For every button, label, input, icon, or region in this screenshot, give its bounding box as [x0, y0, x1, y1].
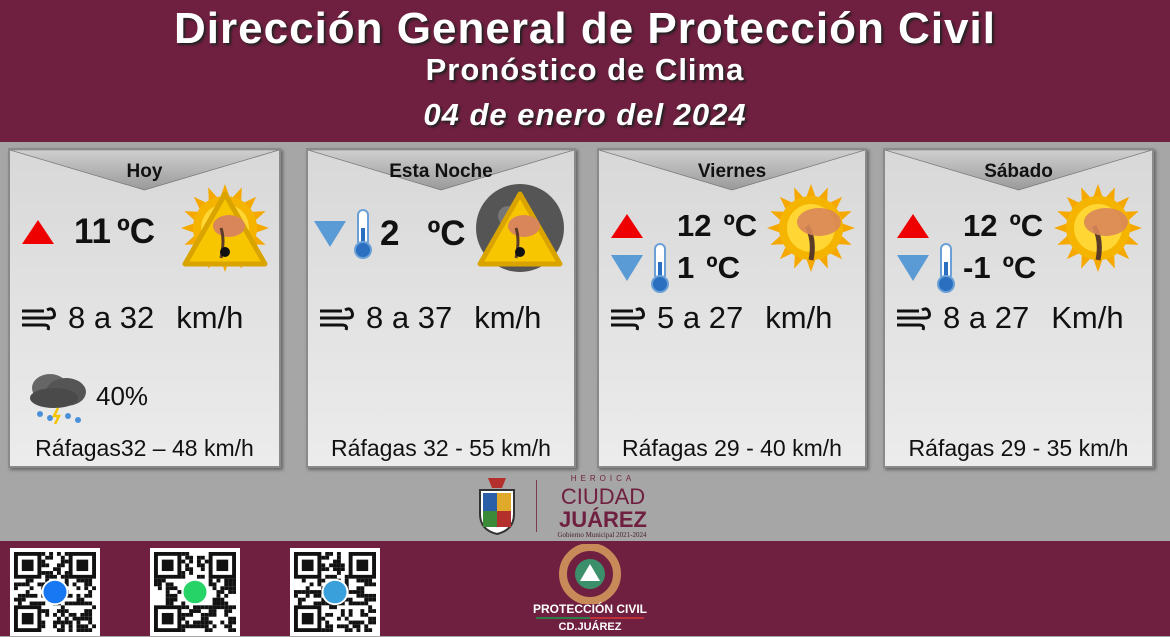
city-logo-heroica: HEROICA [570, 474, 636, 483]
proteccion-civil-label: PROTECCIÓN CIVIL [532, 602, 647, 616]
city-logo-gobierno: Gobierno Municipal 2021-2024 [557, 531, 647, 539]
sun-wind-tree-icon [1054, 184, 1142, 272]
thermometer-icon [937, 243, 955, 293]
header-chevron [599, 150, 865, 191]
temp-unit: ºC [723, 208, 758, 243]
wind-gusts: Ráfagas 32 - 55 km/h [331, 435, 551, 461]
proteccion-civil-emblem-icon [559, 544, 621, 604]
high-value: 12 [677, 208, 712, 243]
qr-code-telegram[interactable] [290, 548, 380, 636]
coat-of-arms-icon [479, 478, 515, 536]
wind-range: 8 a 37 [366, 300, 453, 335]
qr-pattern [294, 552, 376, 632]
city-logo-ciudad: CIUDAD [560, 484, 646, 509]
temp-unit: ºC [1009, 208, 1044, 243]
header-chevron [308, 150, 574, 191]
qr-code-facebook[interactable] [10, 548, 100, 636]
high-arrow-icon [611, 214, 643, 238]
low-temperature: 2 ºC [314, 208, 466, 260]
wind-unit: km/h [765, 300, 833, 335]
header-chevron [885, 150, 1152, 191]
city-logo: HEROICA CIUDAD JUÁREZ Gobierno Municipal… [474, 474, 664, 540]
qr-pattern [154, 552, 236, 632]
high-value: 11 [74, 212, 111, 251]
wind-speed: 8 a 32 km/h [20, 300, 243, 336]
temp-unit: ºC [706, 250, 740, 285]
rain-chance: 40% [24, 368, 148, 424]
sun-wind-warning-icon [181, 184, 269, 272]
forecast-card-0: Hoy 11 ºC 8 a 32 km/h 40% Ráfagas32 – 48 k… [8, 148, 281, 468]
forecast-date: 04 de enero del 2024 [423, 97, 747, 132]
low-arrow-icon [611, 255, 643, 281]
wind-gusts: Ráfagas32 – 48 km/h [35, 435, 254, 461]
wind-icon [611, 307, 645, 331]
city-logo-juarez: JUÁREZ [558, 507, 647, 532]
moon-wind-warning-icon [476, 184, 564, 272]
forecast-card-1: Esta Noche 2 ºC 8 a 37 km/h Ráfagas 32 - 5… [306, 148, 576, 468]
forecast-card-3: Sábado 12 ºC -1 ºC 8 a 27 Km/h Ráfagas 29 - … [883, 148, 1154, 468]
cd-juarez-label: CD.JUÁREZ [558, 621, 622, 633]
card-title: Hoy [126, 161, 163, 182]
storm-cloud-icon [30, 374, 86, 424]
wind-unit: km/h [474, 300, 542, 335]
high-temperature: 12 ºC [611, 208, 757, 244]
card-title: Sábado [984, 161, 1053, 182]
forecast-card-2: Viernes 12 ºC 1 ºC 5 a 27 km/h Ráfagas 29 - … [597, 148, 867, 468]
high-arrow-icon [22, 220, 54, 244]
wind-unit: km/h [176, 300, 244, 335]
whatsapp-icon [181, 578, 209, 606]
wind-speed: 8 a 37 km/h [318, 300, 541, 336]
wind-gusts: Ráfagas 29 - 40 km/h [622, 435, 842, 461]
card-title: Viernes [697, 161, 767, 182]
rain-percent: 40% [96, 380, 149, 411]
wind-speed: 5 a 27 km/h [609, 300, 832, 336]
thermometer-icon [651, 243, 669, 293]
wind-speed: 8 a 27 Km/h [895, 300, 1124, 336]
temp-unit: ºC [1002, 250, 1037, 285]
wind-icon [22, 307, 56, 331]
thermometer-icon [354, 209, 372, 259]
wind-range: 8 a 27 [943, 300, 1030, 335]
wind-icon [320, 307, 354, 331]
qr-code-whatsapp[interactable] [150, 548, 240, 636]
temp-unit: ºC [427, 214, 466, 253]
page-title: Dirección General de Protección Civil [174, 4, 996, 53]
low-value: 1 [677, 250, 695, 285]
high-temperature: 12 ºC [897, 208, 1043, 244]
telegram-icon [321, 578, 349, 606]
facebook-icon [41, 578, 69, 606]
low-arrow-icon [314, 221, 346, 247]
low-value: -1 [963, 250, 991, 285]
header: Dirección General de Protección Civil Pr… [0, 0, 1170, 142]
low-value: 2 [380, 214, 400, 253]
header-chevron [10, 150, 279, 191]
wind-range: 5 a 27 [657, 300, 744, 335]
sun-wind-tree-icon [767, 184, 855, 272]
wind-icon [897, 307, 931, 331]
page-subtitle: Pronóstico de Clima [425, 52, 745, 87]
proteccion-civil-logo: PROTECCIÓN CIVIL CD.JUÁREZ [520, 544, 660, 636]
wind-range: 8 a 32 [68, 300, 155, 335]
low-temperature: 1 ºC [611, 242, 740, 294]
high-arrow-icon [897, 214, 929, 238]
low-arrow-icon [897, 255, 929, 281]
high-temperature: 11 ºC [22, 212, 155, 252]
low-temperature: -1 ºC [897, 242, 1036, 294]
high-value: 12 [963, 208, 998, 243]
wind-unit: Km/h [1051, 300, 1124, 335]
temp-unit: ºC [117, 212, 156, 251]
wind-gusts: Ráfagas 29 - 35 km/h [908, 435, 1129, 461]
qr-pattern [14, 552, 96, 632]
card-title: Esta Noche [389, 161, 493, 182]
